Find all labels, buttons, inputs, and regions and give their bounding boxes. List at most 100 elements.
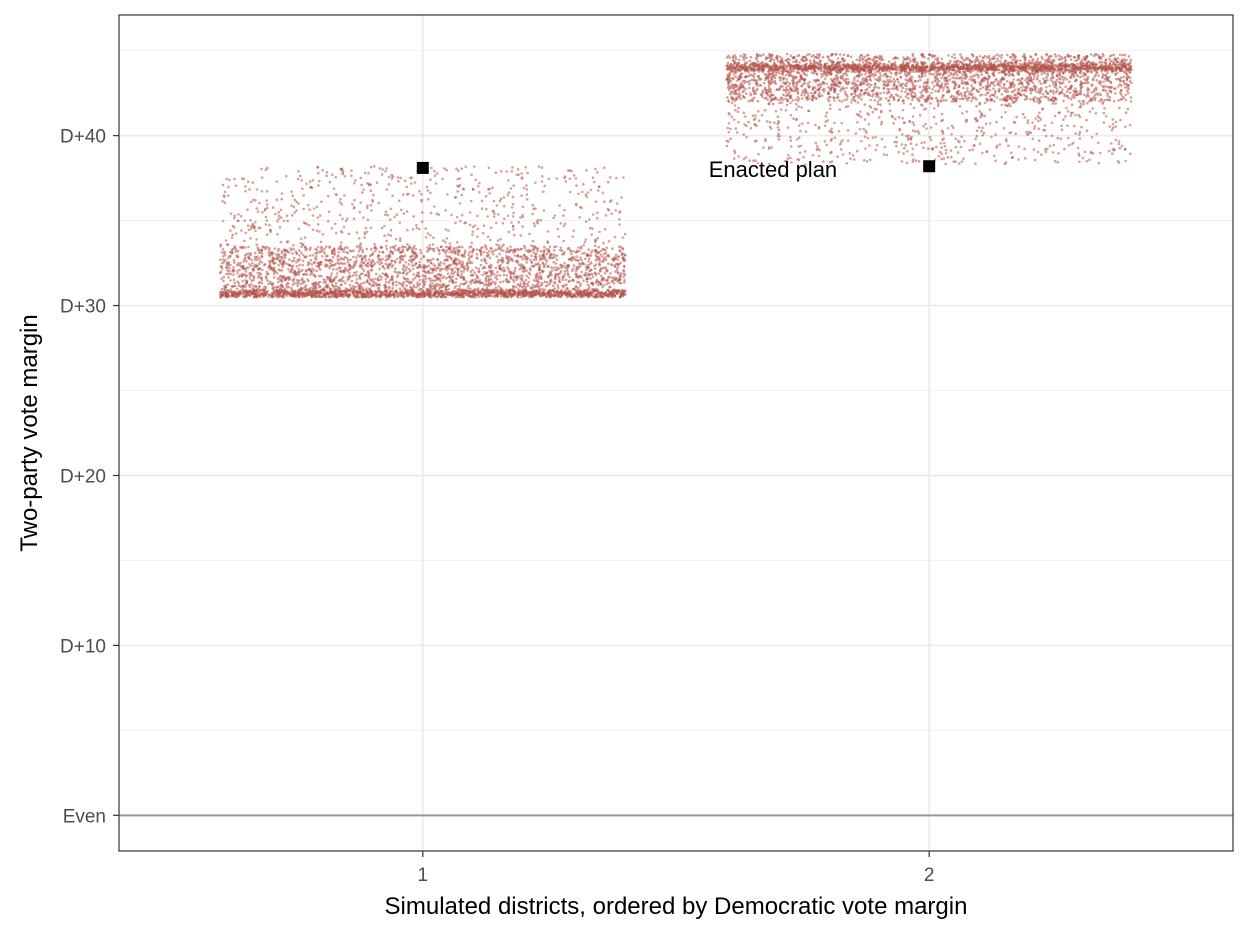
simulated-point	[485, 286, 489, 290]
simulated-point	[610, 212, 614, 215]
simulated-point	[350, 279, 354, 283]
simulated-point	[326, 265, 330, 268]
simulated-point	[244, 285, 247, 289]
simulated-point	[514, 285, 518, 289]
simulated-point	[276, 232, 279, 236]
simulated-point	[431, 247, 434, 251]
simulated-point	[472, 248, 476, 251]
simulated-point	[476, 275, 479, 279]
simulated-point	[1108, 95, 1112, 99]
simulated-point	[495, 243, 498, 246]
simulated-point	[285, 294, 289, 298]
simulated-point	[569, 248, 572, 252]
simulated-point	[233, 177, 236, 181]
simulated-point	[403, 179, 407, 183]
simulated-point	[597, 246, 600, 249]
simulated-point	[543, 249, 546, 252]
simulated-point	[315, 255, 318, 258]
simulated-point	[594, 200, 598, 203]
simulated-point	[380, 173, 384, 176]
simulated-point	[606, 278, 609, 282]
simulated-point	[352, 284, 355, 288]
simulated-point	[335, 272, 339, 275]
simulated-point	[388, 255, 392, 258]
simulated-point	[243, 273, 247, 277]
simulated-point	[316, 290, 320, 293]
simulated-point	[576, 280, 579, 284]
simulated-point	[269, 230, 273, 233]
simulated-point	[461, 245, 464, 249]
simulated-point	[286, 219, 289, 223]
simulated-point	[221, 248, 225, 251]
simulated-point	[226, 243, 230, 246]
simulated-point	[501, 258, 504, 262]
simulated-point	[520, 177, 523, 180]
simulated-point	[557, 276, 561, 279]
simulated-point	[582, 289, 586, 293]
simulated-point	[280, 197, 284, 201]
simulated-point	[524, 278, 528, 282]
simulated-point	[277, 268, 281, 271]
simulated-point	[542, 190, 545, 193]
simulated-point	[341, 169, 345, 172]
simulated-point	[481, 273, 484, 277]
simulated-point	[538, 271, 542, 275]
simulated-point	[303, 291, 306, 295]
simulated-point	[567, 280, 571, 284]
simulated-point	[612, 259, 615, 263]
simulated-point	[409, 289, 412, 292]
simulated-point	[346, 269, 350, 273]
simulated-point	[332, 187, 336, 190]
simulated-point	[316, 216, 320, 219]
simulated-point	[384, 210, 388, 213]
simulated-point	[929, 102, 932, 105]
simulated-point	[575, 203, 578, 207]
simulated-point	[557, 235, 560, 238]
simulated-point	[311, 214, 315, 217]
simulated-point	[428, 244, 432, 247]
simulated-point	[464, 165, 468, 169]
simulated-point	[352, 217, 356, 220]
simulated-point	[414, 262, 418, 265]
simulated-point	[223, 250, 227, 254]
simulated-point	[456, 295, 459, 299]
simulated-point	[386, 265, 389, 268]
simulated-point	[325, 170, 329, 174]
simulated-point	[604, 214, 608, 217]
simulated-point	[600, 267, 604, 270]
simulated-point	[286, 282, 290, 285]
simulated-point	[1051, 102, 1055, 105]
simulated-point	[389, 290, 393, 293]
simulated-point	[555, 258, 559, 261]
simulated-point	[433, 174, 437, 178]
simulated-point	[410, 286, 413, 290]
simulated-point	[235, 287, 239, 291]
simulated-point	[288, 251, 291, 254]
simulated-point	[353, 206, 356, 209]
simulated-point	[231, 224, 235, 228]
simulated-point	[293, 282, 297, 285]
simulated-point	[846, 54, 850, 58]
simulated-point	[475, 248, 479, 251]
simulated-point	[273, 261, 277, 265]
simulated-point	[402, 212, 406, 215]
simulated-point	[301, 253, 305, 257]
simulated-point	[946, 127, 950, 130]
simulated-point	[571, 295, 574, 299]
simulated-point	[469, 294, 472, 298]
simulated-point	[586, 264, 589, 267]
simulated-point	[254, 220, 257, 224]
simulated-point	[265, 190, 269, 193]
simulated-point	[401, 245, 404, 248]
simulated-point	[483, 283, 486, 287]
simulated-point	[342, 250, 345, 254]
simulated-point	[300, 251, 303, 254]
simulated-point	[224, 285, 228, 289]
simulated-point	[571, 235, 575, 238]
simulated-point	[425, 185, 429, 189]
simulated-point	[620, 196, 623, 199]
simulated-point	[487, 282, 491, 286]
simulated-point	[283, 260, 286, 264]
simulated-point	[532, 289, 536, 293]
